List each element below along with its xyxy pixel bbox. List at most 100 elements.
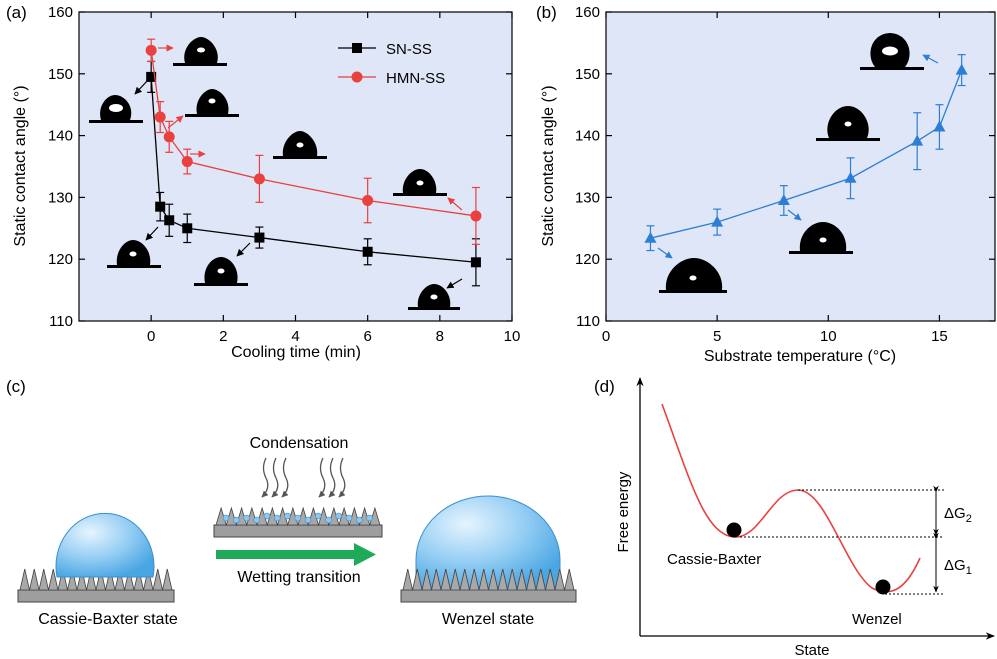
condensate-droplet: [232, 516, 240, 524]
delta-g2-label: ΔG2: [944, 505, 972, 525]
y-tick-label: 110: [576, 313, 600, 330]
series-0: [644, 54, 968, 252]
x-axis-label-a: Cooling time (min): [231, 344, 361, 361]
droplet-insets-b: [659, 33, 924, 293]
data-point: [470, 257, 481, 268]
x-tick-label: 6: [363, 328, 371, 345]
legend-label-sn: SN-SS: [386, 41, 432, 58]
condensate-droplet: [314, 512, 322, 520]
condensate-droplet: [325, 516, 332, 524]
condensation-schematic: Condensation Wetting transition: [213, 435, 383, 586]
arrow: [134, 79, 149, 95]
y-tick-label: 150: [575, 66, 600, 83]
vapor-arrow: [338, 457, 346, 498]
energy-diagram-d: (d) Free energy State ΔG2 ΔG1 Cassie-Bax…: [594, 377, 995, 659]
arrow: [446, 278, 463, 289]
wenzel-schematic: Wenzel state: [400, 495, 577, 628]
data-point: [254, 232, 265, 243]
series-sn-ss: [146, 60, 481, 287]
droplet-inset: [185, 89, 239, 117]
data-point: [182, 223, 193, 234]
arrow: [657, 247, 673, 259]
condensate-droplet: [263, 512, 271, 520]
legend-marker-hmn: [351, 71, 363, 83]
chart-b: (b) 0 5 10 15 110 120 130 140 150 160: [536, 3, 996, 365]
state-label-wenzel: Wenzel: [852, 611, 902, 628]
pointer-arrows-b: [657, 54, 939, 259]
droplet-inset: [789, 222, 853, 254]
panel-label-c: (c): [6, 377, 26, 396]
droplet-inset: [273, 131, 327, 159]
data-point: [362, 194, 374, 206]
data-point: [470, 210, 482, 222]
caption-wenzel-state: Wenzel state: [442, 611, 534, 628]
condensate-droplet: [273, 514, 281, 522]
droplet-inset: [408, 284, 460, 310]
vapor-arrow: [281, 457, 289, 498]
legend-a: SN-SS HMN-SS: [338, 41, 445, 87]
data-point: [644, 231, 657, 243]
delta-g1-label: ΔG1: [944, 557, 972, 577]
data-point: [164, 215, 175, 226]
y-axis-label-b: Static contact angle (°): [540, 85, 557, 246]
legend-label-hmn: HMN-SS: [386, 70, 445, 87]
x-tick-label: 4: [291, 328, 299, 345]
data-point: [253, 173, 265, 185]
arrow: [447, 197, 463, 211]
x-tick-label: 0: [602, 328, 610, 345]
data-point: [163, 131, 175, 143]
droplet-cassie: [55, 512, 155, 578]
data-point: [181, 156, 193, 168]
condensate-droplet: [366, 514, 373, 522]
x-tick-label: 0: [147, 328, 155, 345]
data-point: [146, 71, 157, 82]
vapor-arrow: [318, 457, 326, 498]
condensate-droplet: [243, 514, 250, 522]
condensate-droplet: [284, 512, 291, 520]
y-axis-label-d: Free energy: [615, 471, 632, 552]
y-tick-label: 140: [575, 128, 600, 145]
data-point: [711, 215, 724, 227]
plot-area-b: [605, 11, 996, 322]
data-point: [933, 120, 946, 132]
condensate-droplet: [294, 514, 302, 522]
pointer-arrows-a: [134, 44, 463, 289]
data-point: [777, 193, 790, 205]
arrow: [236, 242, 251, 257]
condensation-label: Condensation: [250, 435, 349, 452]
droplet-inset: [393, 169, 447, 196]
y-tick-label: 110: [49, 313, 73, 330]
x-tick-label: 2: [219, 328, 227, 345]
droplet-inset: [107, 240, 161, 268]
droplet-inset: [816, 106, 880, 141]
x-tick-label: 10: [504, 328, 521, 345]
state-ball-cassie: [726, 522, 742, 538]
x-axis-label-d: State: [794, 642, 829, 659]
condensate-droplet: [222, 514, 230, 522]
data-point: [955, 63, 968, 75]
arrow: [922, 54, 939, 64]
data-point: [911, 134, 924, 146]
y-tick-label: 150: [48, 66, 73, 83]
y-tick-label: 130: [48, 189, 73, 206]
y-tick-label: 160: [575, 4, 600, 21]
x-tick-label: 5: [713, 328, 721, 345]
panel-label-a: (a): [6, 3, 27, 22]
data-point: [844, 171, 857, 183]
y-tick-label: 120: [48, 251, 73, 268]
arrow: [167, 115, 184, 129]
condensate-droplet: [335, 512, 343, 520]
vapor-arrow: [271, 457, 279, 498]
condensate-droplet: [355, 516, 363, 524]
x-tick-label: 10: [820, 328, 837, 345]
caption-cassie-baxter-state: Cassie-Baxter state: [38, 611, 178, 628]
state-ball-wenzel: [875, 579, 891, 595]
droplet-inset: [89, 95, 143, 123]
panel-label-b: (b): [536, 3, 557, 22]
y-tick-label: 160: [48, 4, 73, 21]
legend-marker-sn: [352, 43, 362, 53]
droplet-inset: [659, 258, 727, 293]
y-axis-label-a: Static contact angle (°): [12, 85, 29, 246]
data-point: [145, 44, 157, 56]
